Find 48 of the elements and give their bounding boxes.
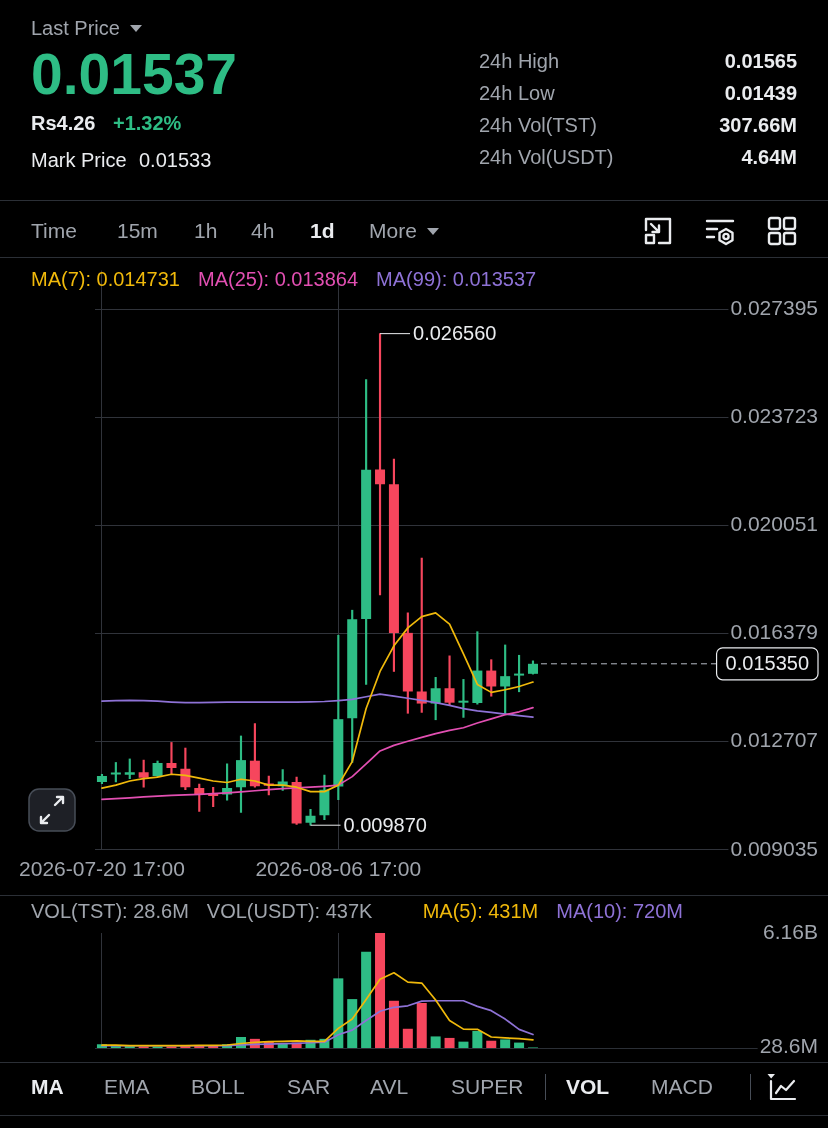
text: MA(99): 0.013537 <box>376 268 537 290</box>
text: BOLL <box>191 1074 245 1100</box>
text: More <box>369 218 417 244</box>
text: 0.01565 <box>724 48 797 74</box>
text: Last Price <box>31 15 120 41</box>
text: 0.01533 <box>139 147 212 173</box>
text: 307.66M <box>719 112 797 138</box>
text: MA <box>31 1074 64 1100</box>
text: MA(25): 0.013864 <box>197 268 359 290</box>
y-tick-label: 28.6M <box>759 1034 818 1058</box>
text: 4h <box>251 218 275 244</box>
text: Rs4.26 <box>31 110 96 136</box>
text: +1.32% <box>113 110 182 136</box>
text: MA(5): 431M <box>422 900 539 922</box>
text: 24h Vol(TST) <box>479 112 597 138</box>
text: 4.64M <box>741 144 797 170</box>
text: SUPER <box>451 1074 524 1100</box>
ref-line-label: 0.015350 <box>725 652 809 675</box>
annotation: 0.009870 <box>343 813 427 836</box>
text: VOL <box>566 1074 610 1100</box>
text: Mark Price <box>31 147 127 173</box>
text: Time <box>31 218 77 244</box>
x-tick-label: 2026-08-06 17:00 <box>255 857 422 881</box>
y-tick-label: 0.016379 <box>730 620 818 644</box>
y-tick-label: 0.009035 <box>730 836 818 860</box>
y-tick-label: 0.020051 <box>730 512 818 536</box>
text: VOL(TST): 28.6M <box>31 900 189 922</box>
text: SAR <box>287 1074 331 1100</box>
y-tick-label: 6.16B <box>763 919 818 943</box>
text: AVL <box>370 1074 409 1100</box>
text: 1h <box>194 218 218 244</box>
text: EMA <box>104 1074 150 1100</box>
text: 24h Vol(USDT) <box>479 144 614 170</box>
y-tick-label: 0.027395 <box>730 295 818 319</box>
text: 24h High <box>479 48 560 74</box>
x-tick-label: 2026-07-20 17:00 <box>19 857 185 881</box>
text: MA(7): 0.014731 <box>31 268 180 290</box>
text: 0.01537 <box>31 40 238 108</box>
y-tick-label: 0.012707 <box>730 728 818 752</box>
text: 24h Low <box>479 80 555 106</box>
text: VOL(USDT): 437K <box>206 900 373 922</box>
text: MACD <box>651 1074 713 1100</box>
text: 0.01439 <box>724 80 797 106</box>
text: MA(10): 720M <box>556 900 683 922</box>
annotation: 0.026560 <box>413 322 497 345</box>
text: 1d <box>310 218 335 244</box>
y-tick-label: 0.023723 <box>730 403 818 427</box>
text: 15m <box>117 218 158 244</box>
